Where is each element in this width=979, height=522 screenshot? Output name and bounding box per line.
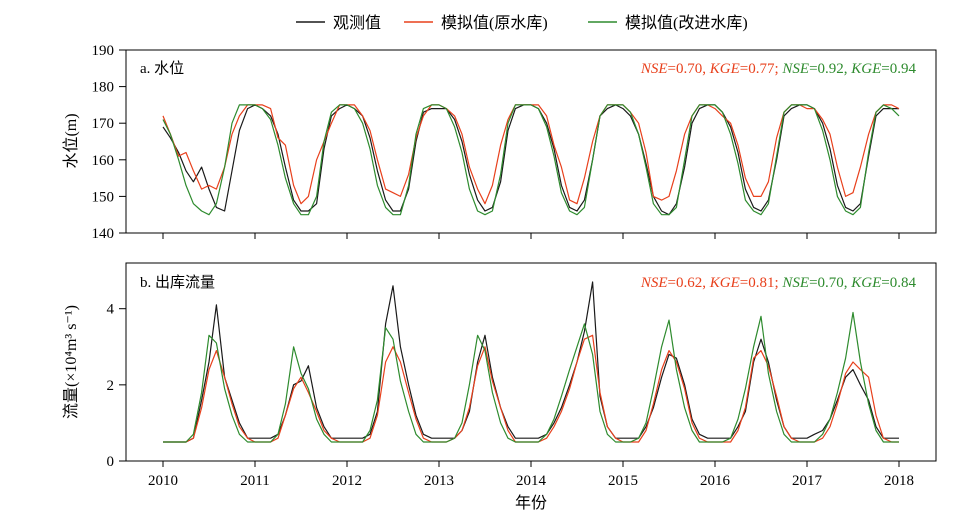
panel-a-yticks: 140 150 160 170 180 190: [92, 43, 126, 242]
panel-b-yticks: 0 2 4: [107, 302, 126, 470]
panel-b-nse-orig: 0.62: [676, 275, 702, 291]
panel-b-kge-orig: 0.81: [748, 275, 774, 291]
y-tick-label: 0: [107, 454, 115, 470]
legend-label-observed: 观测值: [333, 14, 381, 32]
series-line-sim-original: [162, 104, 900, 205]
panel-a-title: a. 水位: [140, 60, 184, 77]
panel-a-kge-label-impr: KGE: [850, 61, 881, 77]
panel-a-ylabel: 水位(m): [62, 113, 80, 168]
panel-b-nse-label-orig: NSE: [640, 275, 668, 291]
panel-b-kge-label-orig: KGE: [709, 275, 740, 291]
x-tick-label: 2015: [608, 473, 638, 489]
panel-b-series: [163, 281, 899, 443]
x-tick-label: 2011: [240, 473, 269, 489]
panel-b-nse-impr: 0.70: [818, 275, 844, 291]
x-tick-label: 2013: [424, 473, 454, 489]
panel-b-ylabel: 流量(×10⁴m³ s⁻¹): [62, 305, 80, 419]
legend-label-sim-improved: 模拟值(改进水库): [625, 14, 748, 32]
y-tick-label: 190: [92, 43, 115, 59]
x-tick-label: 2012: [332, 473, 362, 489]
panel-a-metrics: NSE=0.70, KGE=0.77; NSE=0.92, KGE=0.94: [640, 61, 917, 77]
y-tick-label: 140: [92, 226, 115, 242]
panel-a-xticks: [162, 233, 900, 239]
x-axis-label: 年份: [515, 494, 547, 512]
panel-b: b. 出库流量 NSE=0.62, KGE=0.81; NSE=0.70, KG…: [62, 262, 937, 489]
panel-b-frame: [125, 262, 937, 462]
panel-b-kge-label-impr: KGE: [850, 275, 881, 291]
panel-a-nse-label-orig: NSE: [640, 61, 668, 77]
panel-a: a. 水位 NSE=0.70, KGE=0.77; NSE=0.92, KGE=…: [62, 43, 937, 242]
panel-a-kge-impr: 0.94: [890, 61, 917, 77]
series-line-sim-improved: [162, 104, 900, 216]
y-tick-label: 4: [107, 302, 115, 318]
panel-b-metrics: NSE=0.62, KGE=0.81; NSE=0.70, KGE=0.84: [640, 275, 917, 291]
legend-label-sim-original: 模拟值(原水库): [441, 14, 548, 32]
x-tick-label: 2010: [148, 473, 178, 489]
panel-a-kge-label-orig: KGE: [709, 61, 740, 77]
x-tick-label: 2018: [884, 473, 914, 489]
x-tick-label: 2017: [792, 473, 823, 489]
series-line-observed: [163, 281, 899, 443]
series-line-sim-original: [163, 334, 899, 443]
panel-b-nse-label-impr: NSE: [781, 275, 809, 291]
x-tick-label: 2014: [516, 473, 547, 489]
x-tick-label: 2016: [700, 473, 731, 489]
series-line-sim-improved: [163, 311, 899, 443]
y-tick-label: 160: [92, 153, 115, 169]
panel-a-nse-impr: 0.92: [818, 61, 844, 77]
panel-b-title: b. 出库流量: [140, 274, 215, 291]
y-tick-label: 180: [92, 80, 115, 96]
legend: 观测值 模拟值(原水库) 模拟值(改进水库): [296, 14, 748, 32]
panel-b-xticks: 2010 2011 2012 2013 2014 2015 2016 2017 2018: [148, 461, 914, 489]
panel-a-series: [162, 104, 900, 216]
panel-a-kge-orig: 0.77: [748, 61, 775, 77]
y-tick-label: 2: [107, 378, 115, 394]
y-tick-label: 170: [92, 116, 115, 132]
panel-a-nse-label-impr: NSE: [781, 61, 809, 77]
panel-a-nse-orig: 0.70: [676, 61, 702, 77]
panel-b-kge-impr: 0.84: [890, 275, 917, 291]
y-tick-label: 150: [92, 189, 115, 205]
panel-a-frame: [125, 49, 937, 234]
